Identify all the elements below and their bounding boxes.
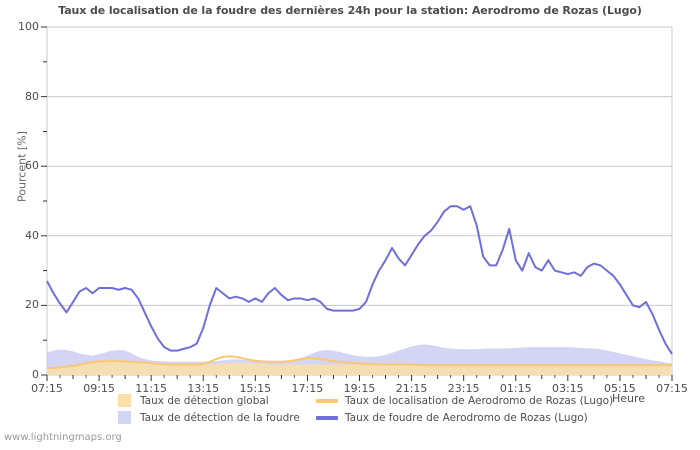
legend-row-2: Taux de détection de la foudre Taux de f… [118, 409, 618, 426]
x-tick-label: 07:15 [656, 382, 688, 395]
x-tick-label: 15:15 [239, 382, 272, 395]
watermark: www.lightningmaps.org [4, 432, 122, 443]
x-tick-label: 23:15 [447, 382, 480, 395]
x-tick-label: 13:15 [187, 382, 220, 395]
legend-row-1: Taux de détection global Taux de localis… [118, 392, 618, 409]
x-tick-label: 09:15 [83, 382, 115, 395]
y-tick-label: 80 [25, 89, 39, 103]
x-tick-label: 19:15 [343, 382, 376, 395]
legend-swatch-line-icon [316, 415, 338, 420]
y-tick-label: 0 [32, 368, 39, 381]
y-tick-label: 100 [18, 20, 39, 33]
legend-label-taux-foudre: Taux de foudre de Aerodromo de Rozas (Lu… [345, 411, 588, 424]
legend-swatch-area-icon [118, 394, 131, 407]
x-tick-label: 07:15 [31, 382, 63, 395]
legend-item-taux-foudre[interactable]: Taux de foudre de Aerodromo de Rozas (Lu… [316, 412, 616, 424]
legend-item-detection-foudre[interactable]: Taux de détection de la foudre [118, 411, 316, 424]
x-axis-title: Heure [612, 392, 646, 405]
x-tick-label: 03:15 [551, 382, 584, 395]
legend-item-taux-localisation[interactable]: Taux de localisation de Aerodromo de Roz… [316, 395, 616, 407]
legend-label-detection-global: Taux de détection global [140, 394, 269, 407]
x-tick-label: 01:15 [499, 382, 532, 395]
x-tick-label: 21:15 [395, 382, 428, 395]
y-tick-label: 60 [25, 159, 39, 173]
legend-item-detection-global[interactable]: Taux de détection global [118, 394, 316, 407]
legend-label-taux-localisation: Taux de localisation de Aerodromo de Roz… [345, 394, 614, 407]
chart-legend: Taux de détection global Taux de localis… [118, 392, 618, 426]
chart-title: Taux de localisation de la foudre des de… [58, 4, 642, 17]
y-tick-label: 40 [25, 228, 39, 242]
x-tick-label: 11:15 [135, 382, 167, 395]
legend-label-detection-foudre: Taux de détection de la foudre [140, 411, 300, 424]
legend-swatch-line-icon [316, 398, 338, 403]
x-tick-label: 05:15 [604, 382, 636, 395]
y-tick-label: 20 [25, 298, 39, 312]
x-tick-label: 17:15 [291, 382, 324, 395]
legend-swatch-area-icon [118, 411, 131, 424]
